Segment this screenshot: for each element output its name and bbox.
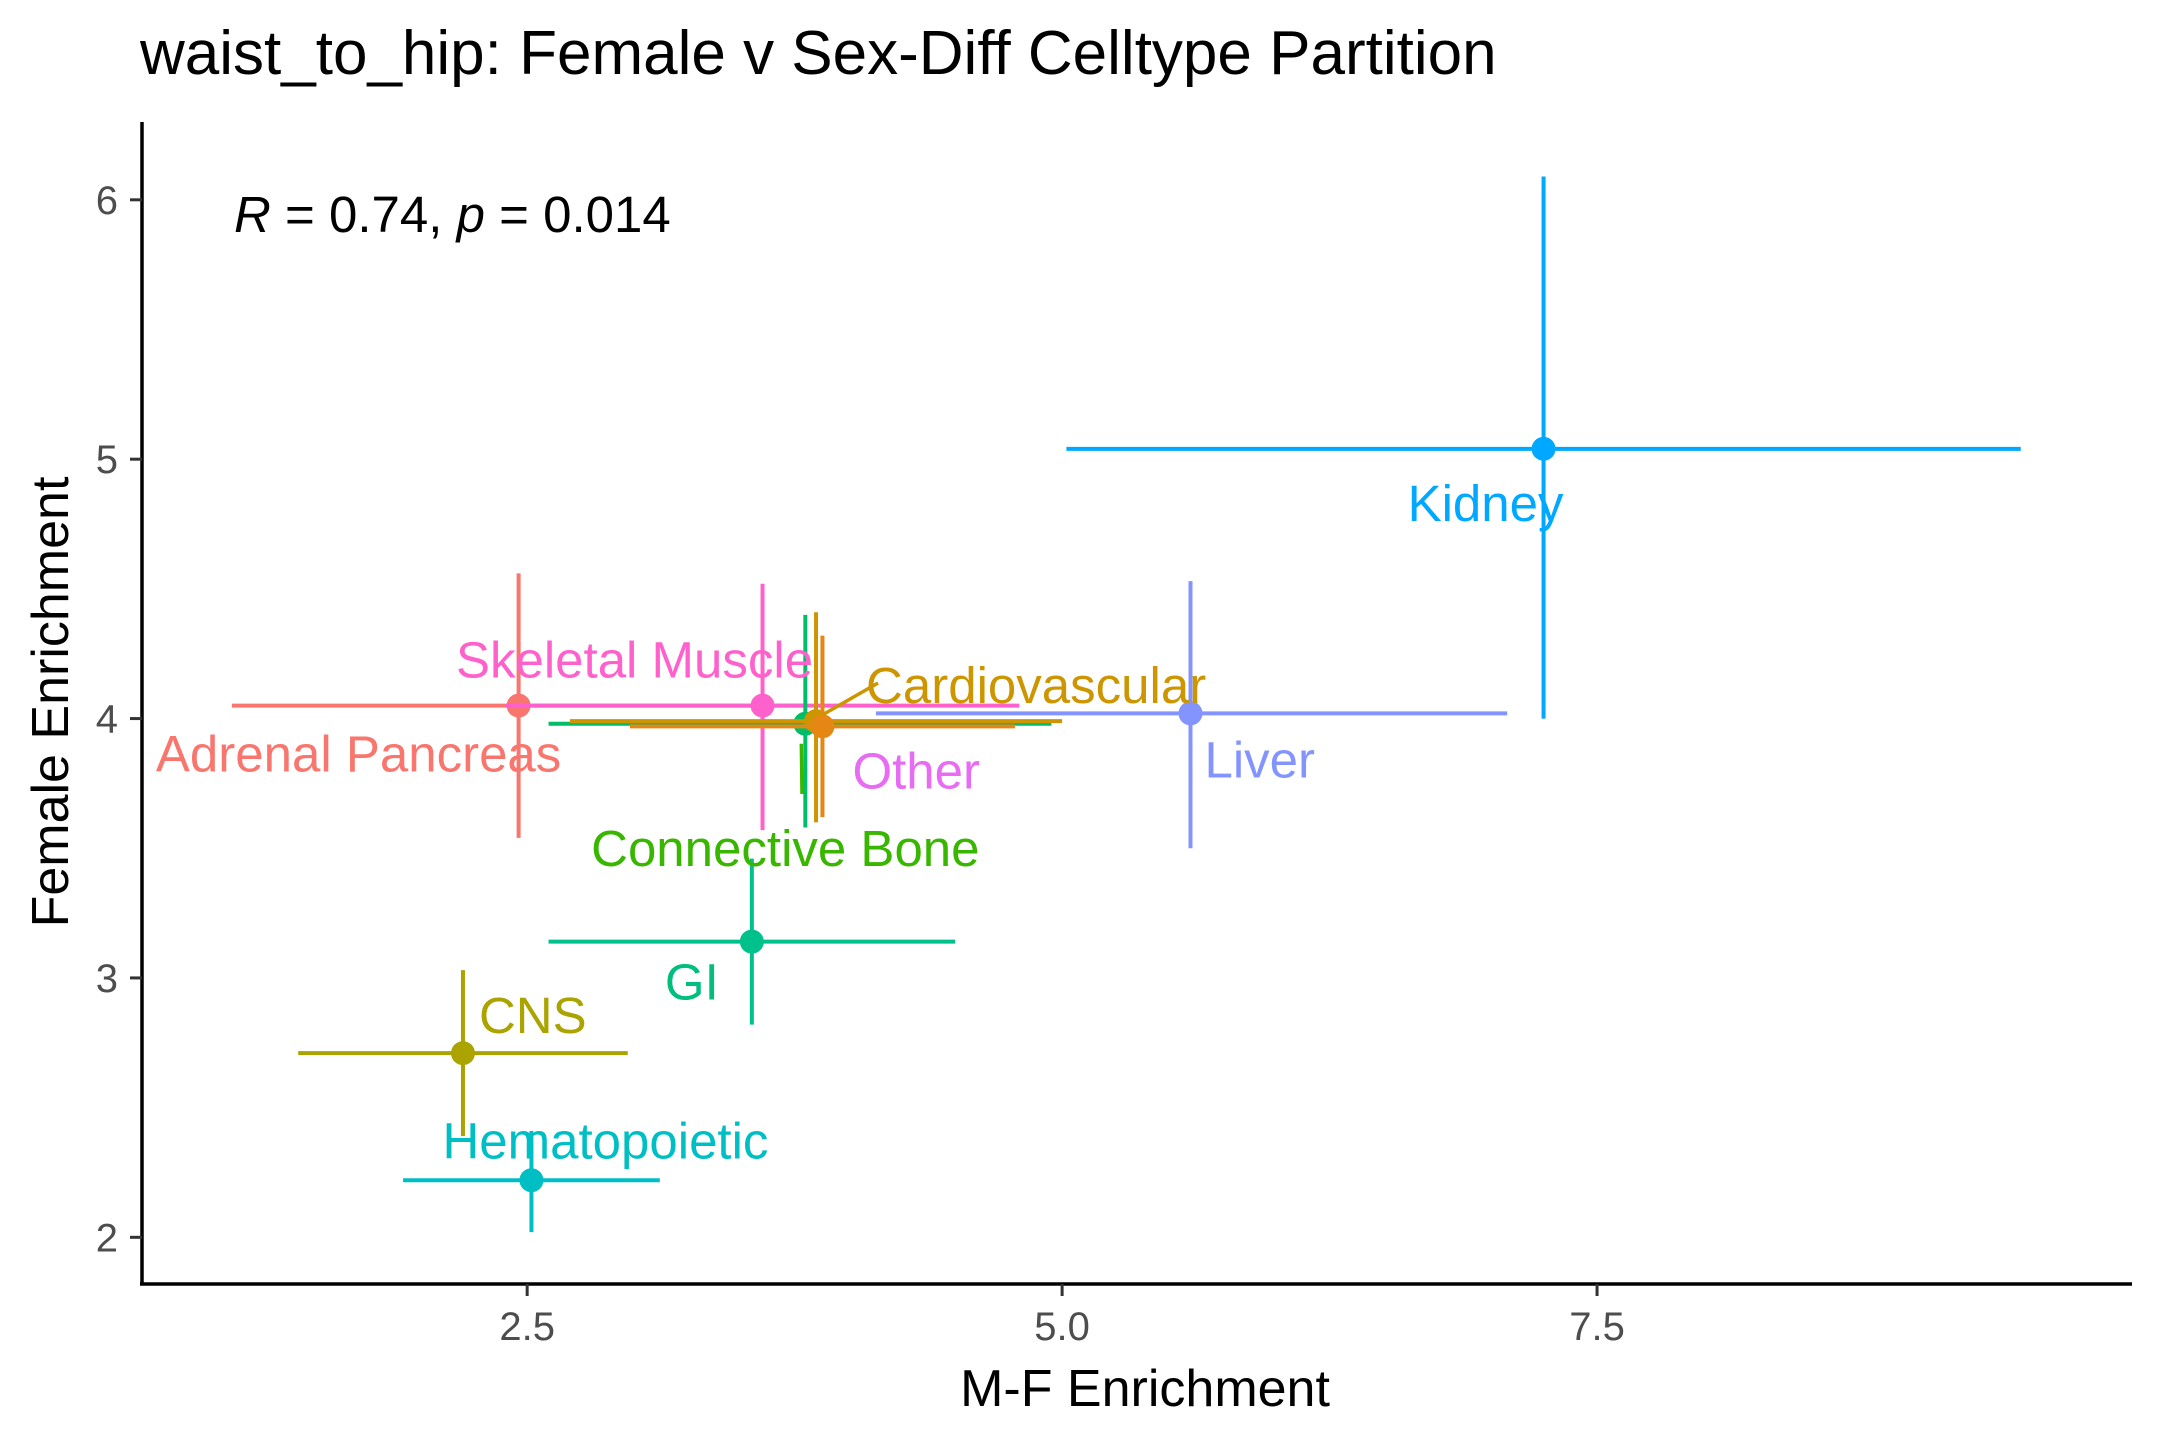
x-tick-label: 2.5 [499, 1305, 555, 1349]
leader-line-cardiovascular [821, 681, 879, 717]
p-symbol: p [455, 186, 485, 243]
point-label-gi: GI [665, 954, 719, 1011]
data-point-gi [739, 929, 764, 954]
point-label-skeletal-muscle: Skeletal Muscle [456, 632, 813, 689]
point-group-kidney [1066, 176, 2021, 719]
y-tick-label: 4 [96, 698, 118, 742]
y-tick-label: 3 [96, 957, 118, 1001]
data-point-cns [450, 1041, 475, 1066]
correlation-annotation: R = 0.74, p = 0.014 [234, 186, 671, 243]
point-group-cns [298, 970, 628, 1137]
r-value: = 0.74, [271, 186, 457, 243]
chart-title: waist_to_hip: Female v Sex-Diff Celltype… [139, 19, 1497, 88]
leader-line-connective-bone [799, 743, 804, 795]
point-label-liver: Liver [1204, 731, 1315, 788]
point-label-cns: CNS [479, 987, 587, 1044]
point-label-adrenal-pancreas: Adrenal Pancreas [156, 726, 561, 783]
x-tick-label: 7.5 [1569, 1305, 1625, 1349]
p-value: = 0.014 [485, 186, 671, 243]
y-tick-label: 6 [96, 179, 118, 223]
r-symbol: R [234, 186, 271, 243]
point-group-skeletal-muscle [505, 583, 1020, 831]
point-label-hematopoietic: Hematopoietic [442, 1112, 768, 1169]
x-tick-label: 5.0 [1034, 1305, 1090, 1349]
point-label-kidney: Kidney [1408, 475, 1564, 532]
data-point-hematopoietic [519, 1168, 544, 1193]
x-axis-ticks: 2.5 5.0 7.5 [499, 1284, 1625, 1349]
x-axis-title: M-F Enrichment [960, 1360, 1330, 1418]
data-point-skeletal-muscle [750, 693, 775, 718]
y-tick-label: 5 [96, 438, 118, 482]
y-axis-ticks: 2 3 4 5 6 [96, 179, 142, 1260]
y-axis-title: Female Enrichment [22, 476, 80, 927]
plot-area: Kidney Skeletal Muscle Cardiovascular Adren… [156, 176, 2021, 1233]
point-group-liver [875, 581, 1508, 849]
point-group-gi [548, 858, 956, 1025]
point-label-other: Other [852, 742, 980, 799]
y-tick-label: 2 [96, 1216, 118, 1260]
point-label-cardiovascular: Cardiovascular [866, 657, 1206, 714]
data-point-liver [1178, 701, 1203, 726]
data-point-kidney [1531, 436, 1556, 461]
data-point-other [810, 714, 835, 739]
point-group-hematopoietic [403, 1130, 660, 1233]
point-label-connective-bone: Connective Bone [591, 820, 979, 877]
point-group-other [629, 635, 1016, 818]
